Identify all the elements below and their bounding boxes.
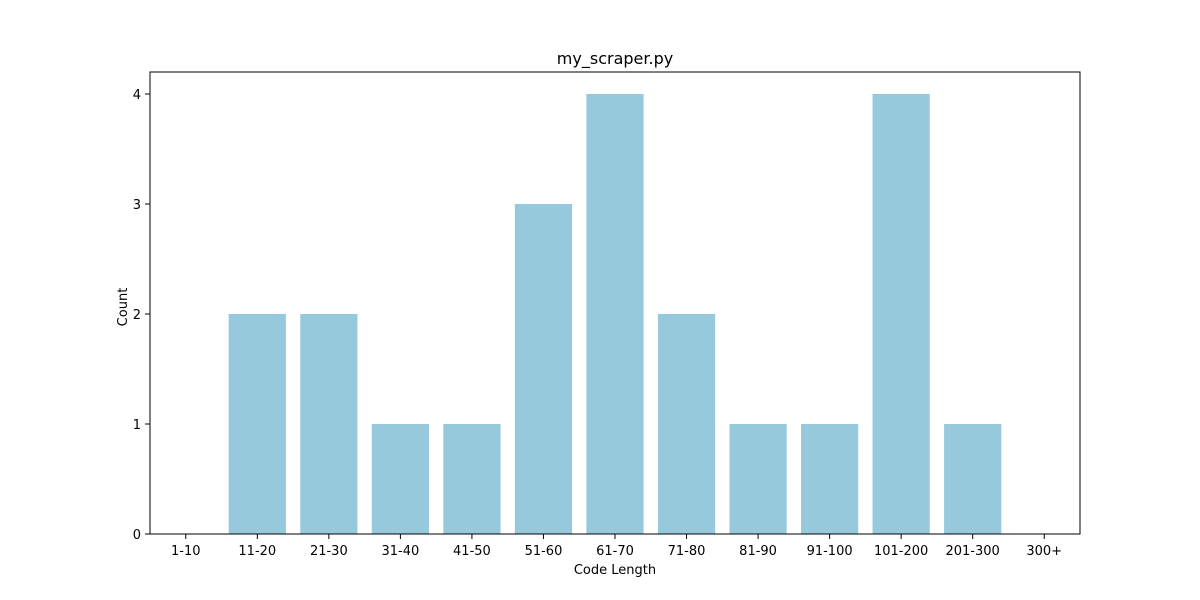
bar-71-80	[657, 314, 716, 534]
bar-201-300	[944, 424, 1002, 534]
x-tick-label: 300+	[1026, 544, 1062, 559]
bar-91-100	[801, 424, 859, 534]
x-tick-label: 201-300	[946, 544, 1000, 559]
x-tick-label: 1-10	[171, 544, 201, 559]
plot-frame	[149, 71, 1081, 535]
x-tick-label: 11-20	[238, 544, 276, 559]
x-tick-label: 21-30	[310, 544, 348, 559]
x-tick-label: 71-80	[668, 544, 706, 559]
bar-61-70	[586, 94, 644, 534]
y-tick-label: 3	[133, 198, 141, 213]
x-axis-title: Code Length	[574, 563, 656, 578]
bar-101-200	[872, 94, 930, 534]
bar-81-90	[729, 424, 787, 534]
y-tick-label: 1	[133, 418, 141, 433]
y-axis-ticks: 0 1 2 3 4	[133, 88, 150, 543]
bar-31-40	[371, 424, 429, 534]
bar-11-20	[228, 314, 286, 534]
x-tick-label: 61-70	[596, 544, 634, 559]
y-tick-label: 4	[133, 88, 141, 103]
x-tick-label: 91-100	[807, 544, 853, 559]
x-tick-label: 31-40	[381, 544, 419, 559]
x-tick-label: 41-50	[453, 544, 491, 559]
y-tick-label: 0	[133, 528, 141, 543]
x-tick-label: 51-60	[525, 544, 563, 559]
chart-title: my_scraper.py	[557, 49, 673, 69]
y-axis-title: Count	[116, 288, 131, 327]
x-axis-ticks: 1-10 11-20 21-30 31-40 41-50 51-60 61-70 71-80 8…	[171, 534, 1062, 559]
bar-51-60	[514, 204, 573, 534]
x-tick-label: 101-200	[874, 544, 928, 559]
x-tick-label: 81-90	[739, 544, 777, 559]
y-tick-label: 2	[133, 308, 141, 323]
bar-21-30	[300, 314, 358, 534]
bar-41-50	[443, 424, 501, 534]
bars	[228, 94, 1002, 534]
